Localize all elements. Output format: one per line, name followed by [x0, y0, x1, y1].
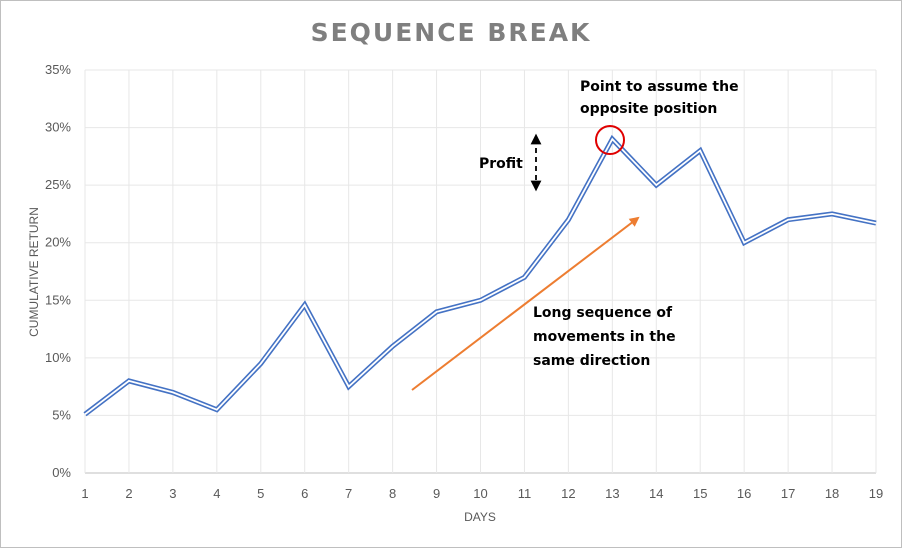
x-tick-label: 14: [649, 486, 663, 501]
x-tick-label: 5: [257, 486, 264, 501]
peak-annotation: Point to assume the opposite position: [580, 79, 743, 117]
y-tick-labels: 0% 5% 10% 15% 20% 25% 30% 35%: [45, 62, 71, 480]
x-tick-label: 6: [301, 486, 308, 501]
y-tick-label: 10%: [45, 350, 71, 365]
x-tick-label: 2: [125, 486, 132, 501]
x-tick-label: 13: [605, 486, 619, 501]
x-tick-label: 15: [693, 486, 707, 501]
x-tick-label: 10: [473, 486, 487, 501]
y-tick-label: 35%: [45, 62, 71, 77]
peak-annotation-line-1: Point to assume the: [580, 79, 739, 95]
x-tick-label: 1: [81, 486, 88, 501]
y-tick-label: 15%: [45, 292, 71, 307]
y-tick-label: 5%: [52, 407, 71, 422]
profit-annotation: Profit: [479, 156, 523, 172]
sequence-annotation-line-1: Long sequence of: [533, 305, 673, 321]
peak-circle-marker: [595, 125, 625, 155]
sequence-annotation-line-3: same direction: [533, 353, 650, 369]
x-tick-label: 16: [737, 486, 751, 501]
x-tick-label: 4: [213, 486, 220, 501]
trend-arrow: [411, 216, 640, 391]
x-tick-label: 19: [869, 486, 883, 501]
x-tick-label: 8: [389, 486, 396, 501]
y-axis-title: CUMULATIVE RETURN: [27, 207, 41, 337]
x-tick-label: 3: [169, 486, 176, 501]
x-tick-label: 12: [561, 486, 575, 501]
x-tick-label: 7: [345, 486, 352, 501]
y-tick-label: 25%: [45, 177, 71, 192]
series-lines: [83, 134, 877, 417]
x-tick-label: 11: [518, 486, 532, 501]
y-tick-label: 0%: [52, 465, 71, 480]
x-tick-labels: 1 2 3 4 5 6 7 8 9 10 11 12 13 14 15 16 17 18 19: [81, 486, 883, 501]
sequence-annotation-line-2: movements in the: [533, 329, 676, 345]
peak-annotation-line-2: opposite position: [580, 101, 717, 117]
x-axis-title: DAYS: [464, 510, 496, 524]
chart-title: SEQUENCE BREAK: [311, 18, 592, 47]
y-tick-label: 30%: [45, 120, 71, 135]
x-tick-label: 18: [825, 486, 839, 501]
sequence-annotation: Long sequence of movements in the same d…: [533, 305, 680, 369]
x-tick-label: 17: [781, 486, 795, 501]
y-tick-label: 20%: [45, 235, 71, 250]
x-tick-label: 9: [433, 486, 440, 501]
gridlines: [84, 69, 877, 474]
series-line-inner: [84, 137, 877, 416]
